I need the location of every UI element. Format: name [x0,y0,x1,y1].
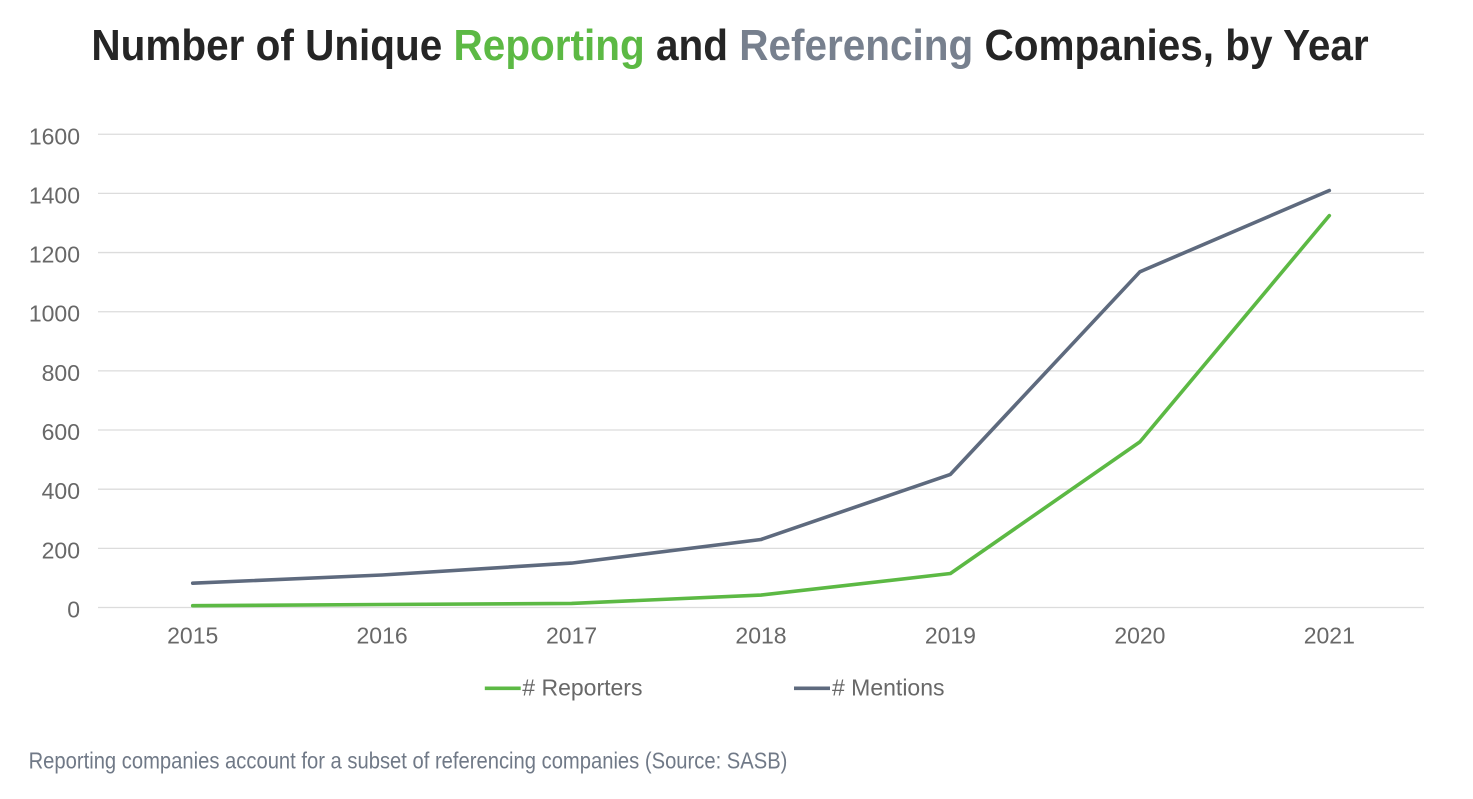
svg-text:2021: 2021 [1304,622,1355,648]
svg-text:600: 600 [42,419,80,445]
svg-text:# Reporters: # Reporters [522,674,642,700]
svg-text:2017: 2017 [546,622,597,648]
svg-text:1200: 1200 [29,242,80,268]
svg-text:800: 800 [42,360,80,386]
svg-text:# Mentions: # Mentions [832,674,945,700]
svg-text:2016: 2016 [357,622,408,648]
svg-text:1400: 1400 [29,182,80,208]
svg-text:2018: 2018 [735,622,786,648]
svg-text:2019: 2019 [925,622,976,648]
svg-text:400: 400 [42,478,80,504]
svg-text:Number of Unique Reporting and: Number of Unique Reporting and Referenci… [91,20,1368,69]
svg-text:Reporting companies account fo: Reporting companies account for a subset… [29,747,788,773]
svg-text:0: 0 [67,597,80,623]
svg-text:1600: 1600 [29,123,80,149]
svg-text:200: 200 [42,537,80,563]
svg-text:1000: 1000 [29,301,80,327]
svg-text:2015: 2015 [167,622,218,648]
svg-text:2020: 2020 [1114,622,1165,648]
